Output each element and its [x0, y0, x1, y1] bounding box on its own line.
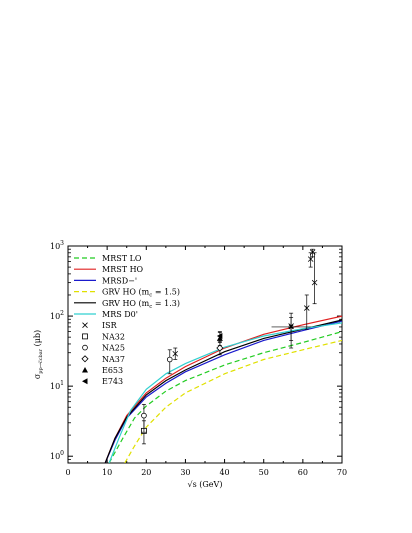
data-point-0-3	[307, 256, 314, 262]
data-point-0-2-b	[303, 305, 310, 311]
x-tick-label: 60	[298, 468, 308, 477]
data-point-3-0	[216, 344, 224, 352]
data-point-2-0	[141, 412, 147, 419]
y-tick-label: 100	[50, 450, 64, 461]
data-point-0-4	[311, 279, 318, 286]
y-tick-label: 103	[50, 240, 64, 251]
data-point-2-0-shape	[141, 412, 147, 419]
x-tick-label: 50	[259, 468, 269, 477]
legend-marker-2-shape	[82, 344, 88, 351]
legend-label-point-2: NA25	[102, 344, 125, 353]
series-line-4	[104, 319, 342, 463]
chart-legend: MRST LO MRST HO MRSD−' GRV HO (mc = 1.5)GRV…	[74, 254, 180, 386]
data-point-0-0	[172, 350, 179, 357]
x-tick-label: 10	[102, 468, 112, 477]
chart-points	[141, 248, 318, 445]
legend-marker-0	[82, 322, 88, 328]
legend-marker-5	[82, 378, 88, 385]
y-tick-label: 102	[50, 310, 64, 321]
legend-label-2: MRSD−'	[102, 276, 137, 285]
y-axis-label: σpp→c̅cbar (μb)	[33, 330, 44, 379]
series-line-2	[104, 320, 342, 463]
data-point-2-1	[166, 356, 173, 363]
series-line-1	[104, 315, 342, 463]
legend-marker-5-shape	[82, 378, 88, 385]
data-point-0-3-b	[307, 256, 314, 262]
legend-marker-4-shape	[82, 367, 88, 373]
x-axis-label: √s (GeV)	[188, 480, 223, 489]
x-tick-label: 20	[141, 468, 151, 477]
x-tick-label: 40	[219, 468, 229, 477]
legend-label-point-1: NA32	[102, 332, 125, 341]
data-point-0-0-b	[172, 350, 179, 357]
legend-label-1: MRST HO	[102, 265, 144, 274]
y-tick-label: 101	[50, 380, 64, 391]
legend-label-point-3: NA37	[102, 355, 125, 364]
data-point-5-0-shape	[216, 332, 223, 339]
legend-marker-3-shape	[81, 355, 89, 363]
legend-label-point-5: E743	[102, 377, 123, 386]
legend-label-4: GRV HO (mc = 1.3)	[102, 299, 180, 310]
legend-marker-0-b	[82, 322, 88, 328]
legend-label-3: GRV HO (mc = 1.5)	[102, 288, 180, 299]
legend-marker-3	[81, 355, 89, 363]
series-line-3	[124, 339, 342, 463]
x-tick-label: 70	[337, 468, 347, 477]
data-point-0-5-b	[309, 249, 316, 255]
series-line-0	[108, 331, 342, 463]
extra-point-0	[288, 323, 295, 330]
data-point-3-0-shape	[216, 344, 224, 352]
data-point-2-1-shape	[166, 356, 173, 363]
x-tick-label: 0	[65, 468, 70, 477]
data-point-5-0	[216, 332, 223, 339]
chart-axes: 0 10 20 30 40 50 60 70 100 101 102 103 √s (GeV) σpp→c…	[33, 240, 347, 489]
legend-marker-2	[82, 344, 88, 351]
legend-label-0: MRST LO	[102, 254, 142, 263]
legend-label-point-0: ISR	[102, 321, 118, 330]
legend-label-5: MRS D0'	[102, 310, 138, 319]
series-line-5	[108, 322, 342, 463]
legend-marker-1	[82, 333, 88, 340]
data-point-0-2	[303, 305, 310, 311]
data-point-0-5	[309, 249, 316, 255]
extra-point-0-d2	[288, 324, 294, 330]
chart-curves	[104, 315, 342, 463]
legend-marker-1-shape	[82, 333, 88, 340]
legend-marker-4	[82, 367, 88, 373]
x-tick-label: 30	[180, 468, 190, 477]
legend-label-point-4: E653	[102, 366, 123, 375]
data-point-0-4-b	[311, 279, 318, 286]
